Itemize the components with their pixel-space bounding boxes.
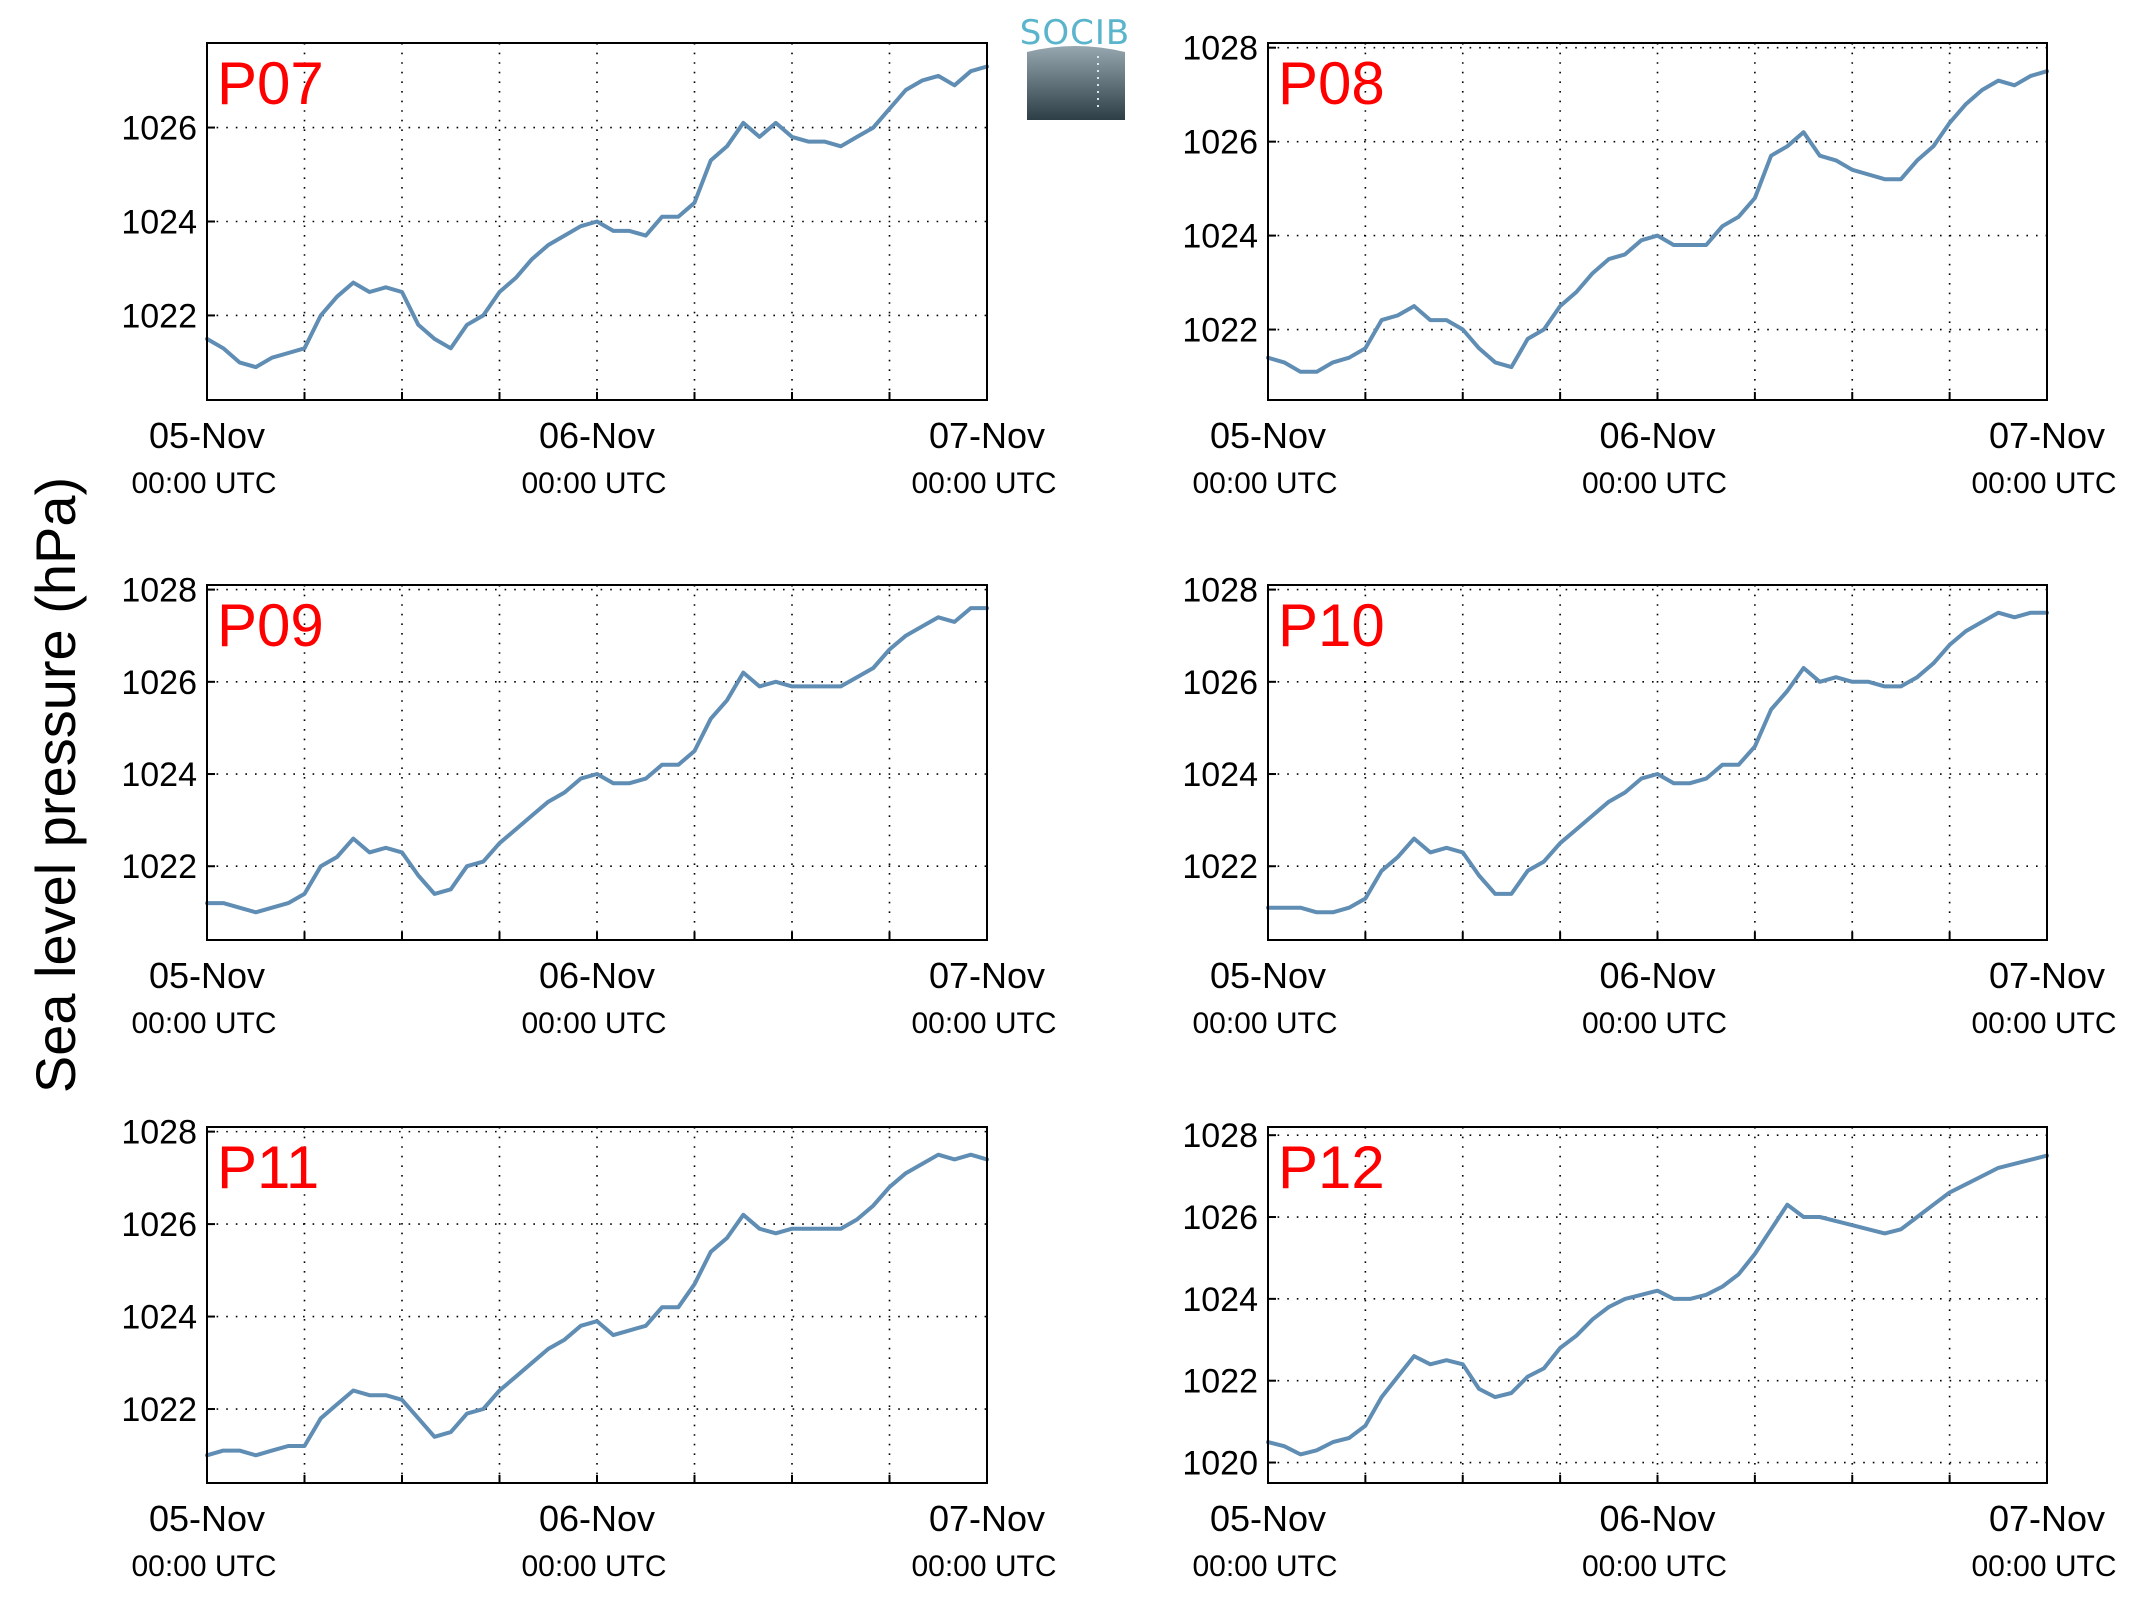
series-line	[1266, 69, 2049, 374]
axes-frame	[1267, 1126, 2048, 1484]
x-tick-label-date: 07-Nov	[929, 415, 1045, 456]
y-tick-label: 1022	[121, 848, 197, 886]
chart-panel-p11: 1022 1024 1026 1028 05-Nov 00:00 UTC 06-Nov 00:…	[121, 1114, 1056, 1583]
x-tick-label-time: 00:00 UTC	[1582, 1007, 1727, 1040]
y-tick-label: 1028	[1182, 1117, 1258, 1155]
chart-panel-p12: 1020 1022 1024 1026 1028 05-Nov 00:00 UTC 06-No…	[1182, 1117, 2116, 1583]
y-tick-label: 1020	[1182, 1445, 1258, 1483]
y-tick-label: 1026	[121, 1206, 197, 1244]
series-line	[205, 606, 989, 915]
y-tick-label: 1028	[121, 1114, 197, 1152]
x-tick-label-date: 05-Nov	[149, 955, 265, 996]
series-line	[205, 1152, 989, 1458]
chart-panel-p09: 1022 1024 1026 1028 05-Nov 00:00 UTC 06-Nov 00:…	[121, 572, 1056, 1040]
y-tick-label: 1024	[121, 1299, 197, 1337]
y-tick-label: 1026	[1182, 664, 1258, 702]
x-tick-label-time: 00:00 UTC	[131, 1007, 276, 1040]
y-tick-label: 1026	[121, 664, 197, 702]
x-tick-label-time: 00:00 UTC	[521, 1550, 666, 1583]
x-tick-label-time: 00:00 UTC	[521, 1007, 666, 1040]
chart-panel-p10: 1022 1024 1026 1028 05-Nov 00:00 UTC 06-Nov 00:…	[1182, 572, 2116, 1040]
axes-frame	[206, 1126, 988, 1484]
y-tick-label: 1022	[1182, 312, 1258, 350]
socib-logo: SOCIB	[1020, 13, 1129, 120]
y-tick-label: 1026	[121, 110, 197, 148]
y-tick-label: 1024	[1182, 218, 1258, 256]
x-tick-label-date: 07-Nov	[1989, 415, 2105, 456]
x-tick-label-date: 07-Nov	[929, 1498, 1045, 1539]
x-tick-label-date: 06-Nov	[1599, 955, 1715, 996]
x-tick-label-date: 06-Nov	[539, 415, 655, 456]
figure-ylabel: Sea level pressure (hPa)	[24, 477, 87, 1093]
x-tick-label-time: 00:00 UTC	[1971, 467, 2116, 500]
axes-frame	[1267, 42, 2048, 401]
x-tick-label-time: 00:00 UTC	[911, 467, 1056, 500]
chart-panel-p08: 1022 1024 1026 1028 05-Nov 00:00 UTC 06-Nov 00:…	[1182, 30, 2116, 500]
x-tick-label-time: 00:00 UTC	[1192, 1550, 1337, 1583]
x-tick-label-date: 07-Nov	[1989, 1498, 2105, 1539]
y-tick-label: 1022	[1182, 848, 1258, 886]
axes-frame	[1267, 584, 2048, 941]
x-tick-label-time: 00:00 UTC	[911, 1007, 1056, 1040]
series-line	[1266, 610, 2049, 915]
x-tick-label-date: 06-Nov	[539, 955, 655, 996]
x-tick-label-time: 00:00 UTC	[1582, 1550, 1727, 1583]
y-tick-label: 1022	[121, 1391, 197, 1429]
x-tick-label-time: 00:00 UTC	[911, 1550, 1056, 1583]
panel-title: P07	[217, 50, 324, 117]
x-tick-label-date: 05-Nov	[1210, 415, 1326, 456]
y-tick-label: 1024	[1182, 1281, 1258, 1319]
y-tick-label: 1022	[1182, 1363, 1258, 1401]
panel-title: P12	[1278, 1134, 1385, 1201]
x-tick-label-date: 05-Nov	[149, 415, 265, 456]
y-tick-label: 1028	[1182, 572, 1258, 610]
x-tick-label-time: 00:00 UTC	[521, 467, 666, 500]
x-tick-label-time: 00:00 UTC	[1971, 1007, 2116, 1040]
x-tick-label-date: 07-Nov	[1989, 955, 2105, 996]
panel-title: P08	[1278, 50, 1385, 117]
x-tick-label-date: 06-Nov	[539, 1498, 655, 1539]
y-tick-label: 1024	[121, 756, 197, 794]
y-tick-label: 1026	[1182, 124, 1258, 162]
axes-frame	[206, 42, 988, 401]
x-tick-label-time: 00:00 UTC	[1582, 467, 1727, 500]
series-line	[205, 64, 989, 370]
y-tick-label: 1028	[1182, 30, 1258, 68]
y-tick-label: 1022	[121, 297, 197, 335]
x-tick-label-date: 05-Nov	[1210, 955, 1326, 996]
x-tick-label-time: 00:00 UTC	[1971, 1550, 2116, 1583]
x-tick-label-date: 05-Nov	[1210, 1498, 1326, 1539]
y-tick-label: 1028	[121, 572, 197, 610]
x-tick-label-date: 07-Nov	[929, 955, 1045, 996]
y-tick-label: 1024	[1182, 756, 1258, 794]
x-tick-label-date: 05-Nov	[149, 1498, 265, 1539]
panel-title: P11	[217, 1134, 319, 1201]
axes-frame	[206, 584, 988, 941]
y-tick-label: 1026	[1182, 1199, 1258, 1237]
x-tick-label-time: 00:00 UTC	[1192, 1007, 1337, 1040]
x-tick-label-time: 00:00 UTC	[131, 1550, 276, 1583]
y-tick-label: 1024	[121, 204, 197, 242]
x-tick-label-date: 06-Nov	[1599, 1498, 1715, 1539]
panel-title: P10	[1278, 592, 1385, 659]
chart-panel-p07: 1022 1024 1026 05-Nov 00:00 UTC 06-Nov 00:00 U…	[121, 42, 1057, 500]
x-tick-label-time: 00:00 UTC	[1192, 467, 1337, 500]
series-line	[1266, 1153, 2049, 1457]
x-tick-label-time: 00:00 UTC	[131, 467, 276, 500]
panel-title: P09	[217, 592, 324, 659]
x-tick-label-date: 06-Nov	[1599, 415, 1715, 456]
